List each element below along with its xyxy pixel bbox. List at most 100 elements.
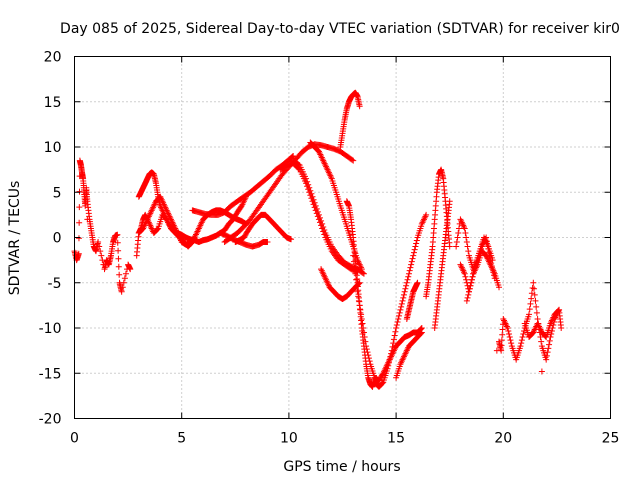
data-point (360, 270, 367, 277)
data-point (410, 249, 417, 256)
data-point (470, 267, 477, 274)
data-point (349, 156, 356, 163)
data-point (446, 198, 453, 205)
data-point (518, 337, 525, 344)
series-arc-k (318, 266, 363, 303)
data-point (453, 239, 460, 246)
data-point (529, 285, 536, 292)
data-point (361, 334, 368, 341)
series-arc-u (463, 234, 496, 304)
data-point (314, 208, 321, 215)
data-point (390, 340, 397, 347)
data-point (95, 239, 102, 246)
data-point (395, 315, 402, 322)
series-isolated (84, 216, 545, 375)
data-point (546, 337, 553, 344)
data-point (453, 243, 460, 250)
data-point (521, 328, 528, 335)
data-point (188, 239, 195, 246)
data-point (405, 270, 412, 277)
y-tick-label: 5 (53, 185, 62, 201)
data-point (558, 325, 565, 331)
data-point (464, 294, 471, 301)
data-point (98, 252, 105, 259)
data-point (409, 255, 416, 262)
data-point (408, 258, 415, 265)
data-point (379, 371, 386, 378)
data-point (390, 336, 397, 343)
data-point (305, 181, 312, 188)
data-point (379, 380, 386, 387)
series-arc-peak (337, 89, 363, 150)
data-point (351, 264, 358, 271)
x-tick-label: 20 (494, 431, 512, 447)
data-point (307, 187, 314, 194)
data-point (392, 328, 399, 335)
data-point (360, 325, 367, 331)
data-point (295, 161, 302, 168)
data-point (463, 239, 470, 246)
data-point (389, 343, 396, 350)
data-point (316, 214, 323, 221)
data-point (531, 285, 538, 292)
series-arc-q (423, 166, 453, 300)
series-arc-r (431, 198, 453, 331)
data-point (548, 331, 555, 338)
data-point (358, 315, 365, 322)
data-point (76, 188, 83, 195)
data-point (384, 365, 391, 372)
data-point (468, 276, 475, 283)
data-point (418, 329, 425, 336)
data-point (350, 258, 357, 265)
data-point (189, 239, 196, 246)
data-point (461, 270, 468, 277)
data-point (498, 342, 505, 349)
data-point (543, 352, 550, 359)
data-point (315, 211, 322, 218)
data-point (288, 154, 295, 161)
data-point (353, 282, 360, 289)
data-point (505, 328, 512, 335)
data-point (401, 288, 408, 295)
data-point (386, 356, 393, 363)
data-point (462, 229, 469, 236)
y-tick-label: 15 (44, 95, 62, 111)
data-point (352, 270, 359, 277)
data-point (406, 267, 413, 274)
data-point (423, 211, 430, 218)
data-point (310, 196, 317, 203)
data-point (238, 203, 245, 210)
data-point (537, 334, 544, 341)
data-point (454, 234, 461, 241)
data-point (385, 359, 392, 366)
data-point (400, 291, 407, 298)
series-arc-d (189, 153, 297, 218)
data-point (391, 332, 398, 339)
data-point (461, 225, 468, 232)
y-tick-label: 20 (44, 50, 62, 66)
y-tick-label: -20 (39, 412, 62, 428)
data-point (507, 337, 514, 344)
y-tick-label: -10 (39, 321, 62, 337)
data-point (398, 300, 405, 307)
y-tick-label: -15 (39, 366, 62, 382)
data-point (506, 334, 513, 341)
data-point (465, 288, 472, 295)
data-point (498, 337, 505, 344)
data-point (504, 325, 511, 331)
data-point (399, 297, 406, 304)
data-point (362, 338, 369, 345)
data-point (388, 347, 395, 354)
chart-title: Day 085 of 2025, Sidereal Day-to-day VTE… (60, 21, 620, 37)
data-point (413, 240, 420, 247)
data-point (306, 184, 313, 191)
data-point (506, 331, 513, 338)
data-point (533, 309, 540, 316)
data-point (96, 243, 103, 250)
data-point (120, 279, 127, 286)
series-arc-g (217, 229, 271, 250)
data-point (531, 291, 538, 298)
data-point (411, 246, 418, 253)
data-point (288, 236, 295, 243)
data-point (519, 334, 526, 341)
